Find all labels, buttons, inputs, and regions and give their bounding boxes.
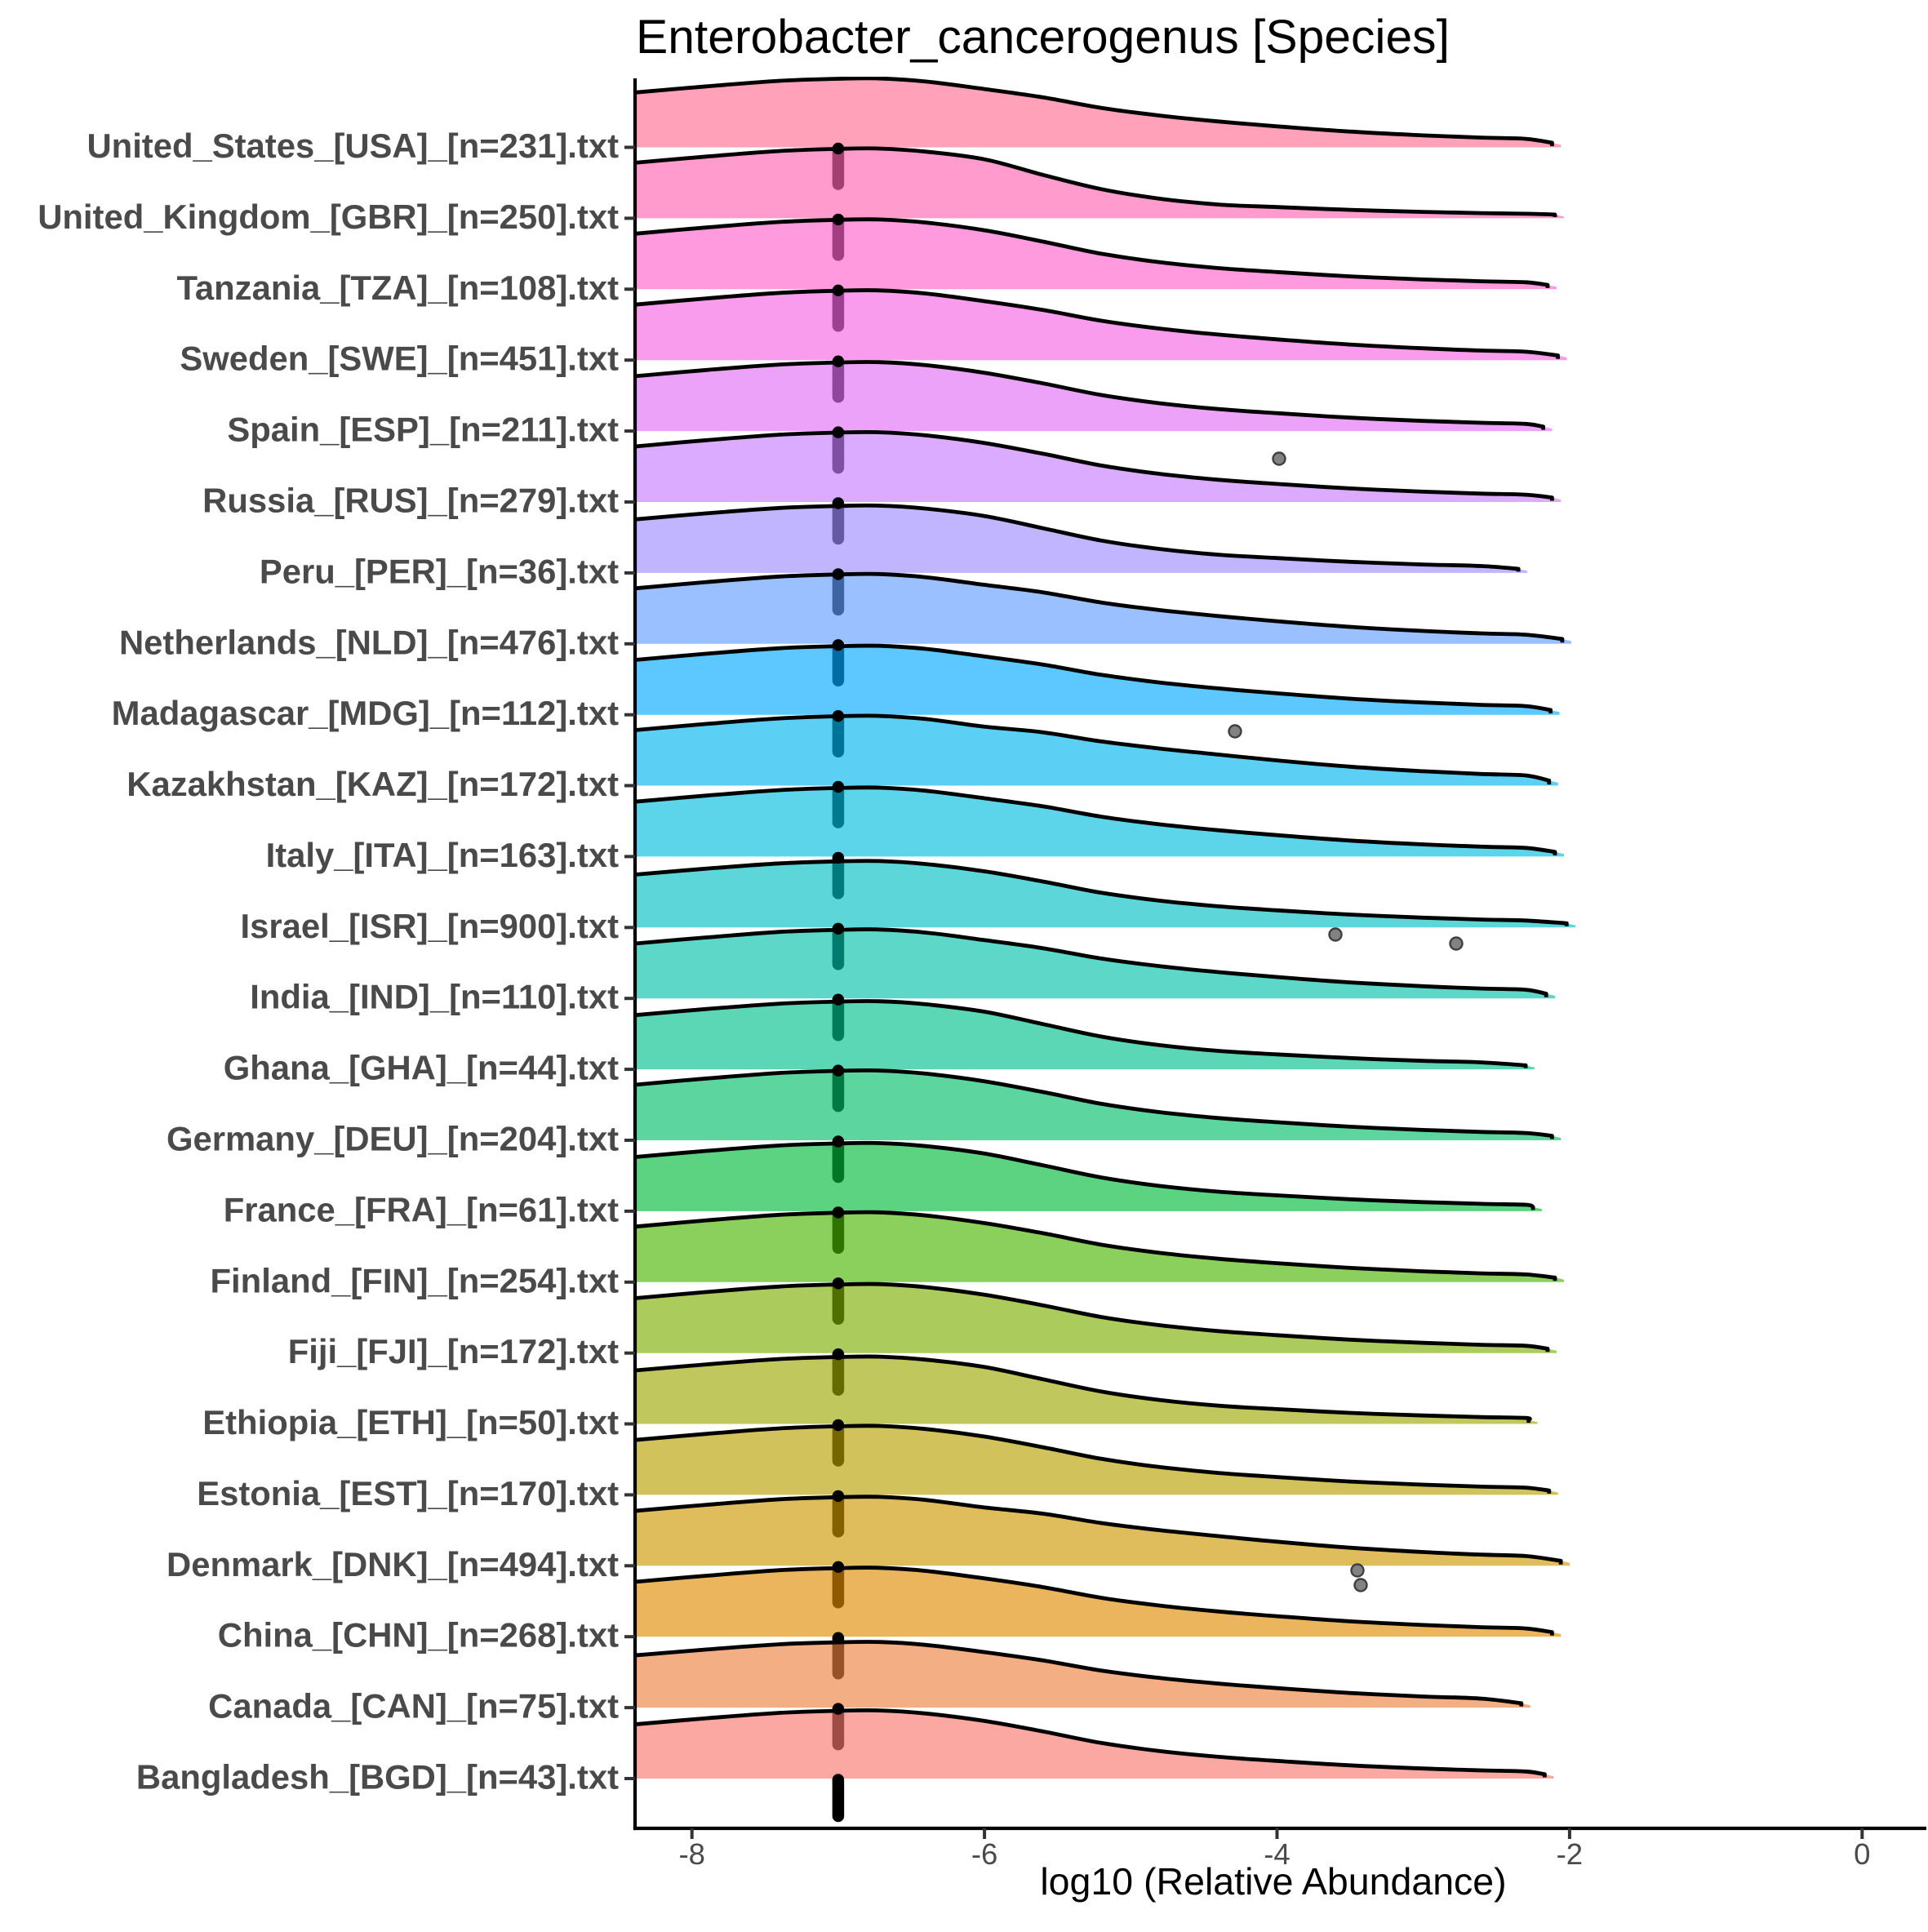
svg-text:Fiji_[FJI]_[n=172].txt: Fiji_[FJI]_[n=172].txt (288, 1332, 619, 1370)
svg-text:Madagascar_[MDG]_[n=112].txt: Madagascar_[MDG]_[n=112].txt (112, 694, 619, 732)
svg-text:Bangladesh_[BGD]_[n=43].txt: Bangladesh_[BGD]_[n=43].txt (136, 1758, 619, 1797)
svg-text:Tanzania_[TZA]_[n=108].txt: Tanzania_[TZA]_[n=108].txt (176, 269, 619, 307)
svg-text:Spain_[ESP]_[n=211].txt: Spain_[ESP]_[n=211].txt (227, 411, 619, 449)
svg-text:Germany_[DEU]_[n=204].txt: Germany_[DEU]_[n=204].txt (167, 1120, 619, 1158)
svg-text:France_[FRA]_[n=61].txt: France_[FRA]_[n=61].txt (224, 1190, 619, 1228)
svg-text:China_[CHN]_[n=268].txt: China_[CHN]_[n=268].txt (218, 1616, 619, 1654)
svg-text:-4: -4 (1264, 1837, 1290, 1871)
svg-text:Finland_[FIN]_[n=254].txt: Finland_[FIN]_[n=254].txt (211, 1261, 620, 1299)
svg-text:United_Kingdom_[GBR]_[n=250].t: United_Kingdom_[GBR]_[n=250].txt (38, 198, 619, 236)
svg-text:Russia_[RUS]_[n=279].txt: Russia_[RUS]_[n=279].txt (202, 482, 619, 520)
svg-text:Enterobacter_cancerogenus [Spe: Enterobacter_cancerogenus [Species] (636, 11, 1450, 64)
svg-text:Ethiopia_[ETH]_[n=50].txt: Ethiopia_[ETH]_[n=50].txt (202, 1403, 619, 1441)
svg-text:Denmark_[DNK]_[n=494].txt: Denmark_[DNK]_[n=494].txt (167, 1545, 619, 1583)
svg-text:-6: -6 (971, 1837, 997, 1871)
svg-text:0: 0 (1854, 1837, 1870, 1871)
svg-text:Estonia_[EST]_[n=170].txt: Estonia_[EST]_[n=170].txt (197, 1474, 619, 1512)
svg-text:Peru_[PER]_[n=36].txt: Peru_[PER]_[n=36].txt (260, 552, 619, 590)
svg-text:Sweden_[SWE]_[n=451].txt: Sweden_[SWE]_[n=451].txt (180, 340, 619, 378)
svg-text:Canada_[CAN]_[n=75].txt: Canada_[CAN]_[n=75].txt (208, 1687, 619, 1725)
svg-text:log10 (Relative Abundance): log10 (Relative Abundance) (1040, 1860, 1506, 1903)
svg-text:Ghana_[GHA]_[n=44].txt: Ghana_[GHA]_[n=44].txt (224, 1049, 619, 1087)
svg-text:Israel_[ISR]_[n=900].txt: Israel_[ISR]_[n=900].txt (241, 907, 620, 945)
svg-text:India_[IND]_[n=110].txt: India_[IND]_[n=110].txt (250, 978, 619, 1016)
svg-text:United_States_[USA]_[n=231].tx: United_States_[USA]_[n=231].txt (87, 127, 619, 165)
svg-text:-2: -2 (1557, 1837, 1583, 1871)
svg-text:Kazakhstan_[KAZ]_[n=172].txt: Kazakhstan_[KAZ]_[n=172].txt (127, 765, 619, 803)
svg-text:-8: -8 (678, 1837, 704, 1871)
svg-text:Italy_[ITA]_[n=163].txt: Italy_[ITA]_[n=163].txt (266, 836, 619, 874)
svg-text:Netherlands_[NLD]_[n=476].txt: Netherlands_[NLD]_[n=476].txt (119, 623, 619, 661)
